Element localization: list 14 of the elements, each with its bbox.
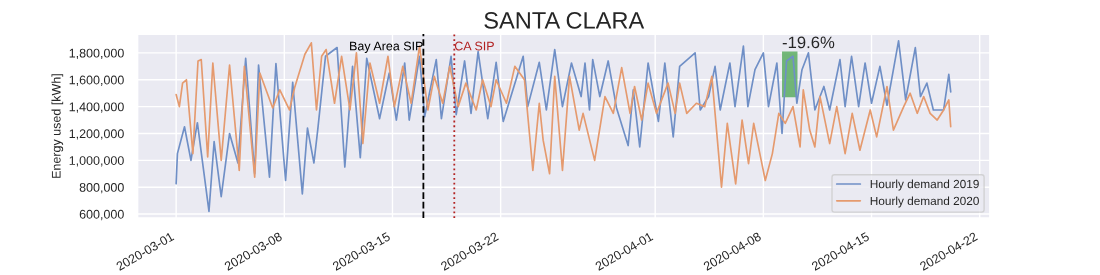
ref-line-label: Bay Area SIP bbox=[350, 41, 423, 53]
y-tick-label: 1,600,000 bbox=[69, 75, 124, 86]
legend-label: Hourly demand 2019 bbox=[870, 179, 979, 191]
y-tick-label: 1,400,000 bbox=[69, 102, 124, 113]
legend-label: Hourly demand 2020 bbox=[870, 196, 979, 208]
y-tick-label: 800,000 bbox=[79, 182, 124, 194]
y-tick-label: 1,200,000 bbox=[69, 129, 124, 140]
ref-line-label: CA SIP bbox=[454, 41, 494, 51]
y-tick-label: 600,000 bbox=[79, 209, 124, 221]
y-axis-title: Energy used [kWh] bbox=[51, 74, 64, 178]
annotation: -19.6% bbox=[782, 36, 835, 49]
chart-title: SANTA CLARA bbox=[484, 12, 645, 29]
y-tick-label: 1,800,000 bbox=[69, 48, 124, 60]
y-tick-label: 1,000,000 bbox=[69, 156, 124, 167]
